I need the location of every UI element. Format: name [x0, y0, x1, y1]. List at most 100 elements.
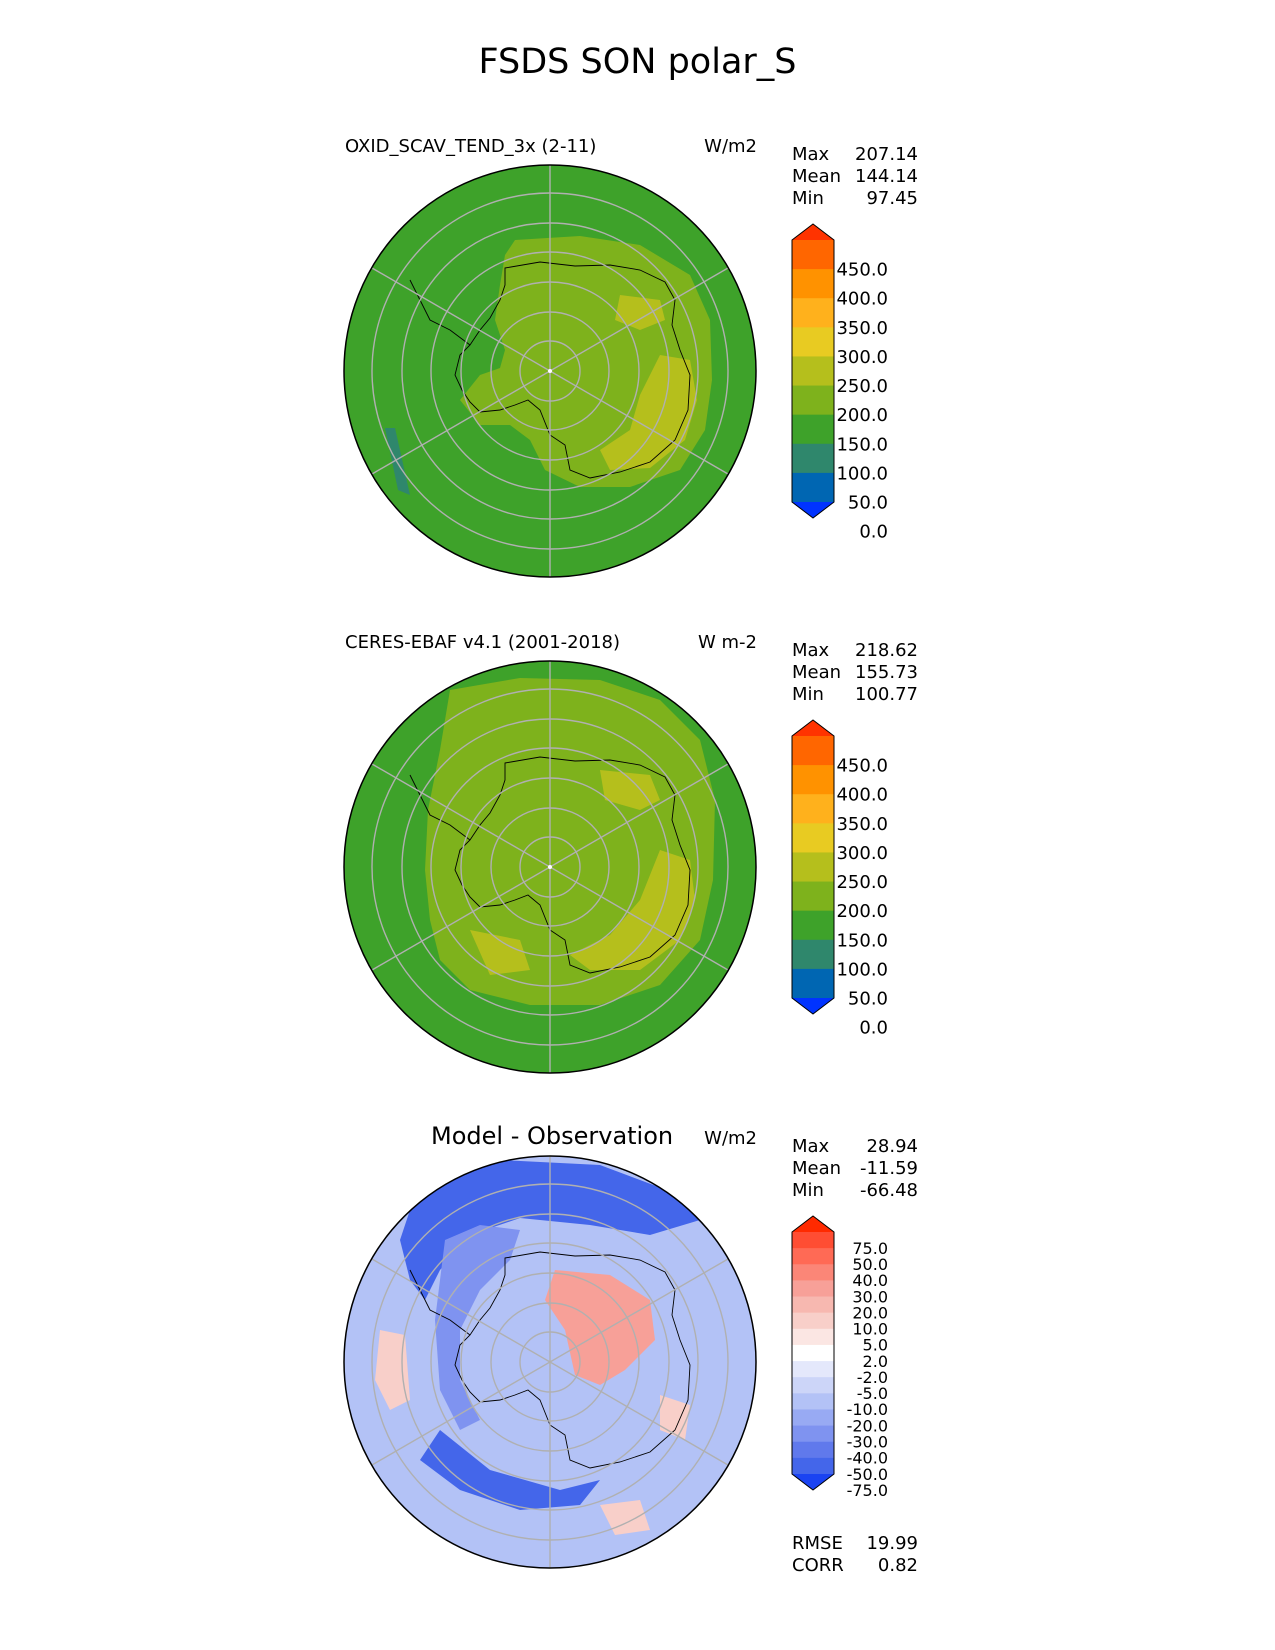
map-2-field-200 — [470, 770, 695, 975]
map-2-coastline — [409, 756, 691, 974]
colorbar-segment — [792, 1425, 834, 1443]
colorbar-tick-label: 300.0 — [836, 843, 888, 864]
colorbar-tick-label: 150.0 — [836, 434, 888, 455]
panel-3-stats: Max 28.94 Mean -11.59 Min -66.48 — [792, 1136, 918, 1202]
colorbar-tick-label: -5.0 — [857, 1384, 888, 1403]
colorbars: 450.0 400.0 350.0 300.0 250.0 200.0 150.0 100.0… — [791, 223, 888, 1500]
colorbar-segment — [792, 1441, 834, 1459]
colorbar-extend-min — [792, 998, 834, 1014]
colorbar-tick-label: 75.0 — [852, 1239, 888, 1258]
colorbar-tick-label: 400.0 — [836, 289, 888, 310]
stat-max: Max 207.14 — [792, 144, 918, 165]
panel-2-title: CERES-EBAF v4.1 (2001-2018) — [345, 632, 621, 653]
colorbar-outline — [791, 1215, 835, 1491]
panel-2-units: W m-2 — [697, 632, 757, 653]
panel-3-extra-stats: RMSE 19.99 CORR 0.82 — [792, 1533, 918, 1577]
colorbar-tick-label: 20.0 — [852, 1303, 888, 1322]
colorbar-3: 75.050.040.030.020.010.05.02.0-2.0-5.0-1… — [791, 1215, 888, 1500]
colorbar-1: 450.0 400.0 350.0 300.0 250.0 200.0 150.0 100.0… — [791, 223, 888, 543]
map-3-graticule — [371, 1156, 729, 1568]
colorbar-segment — [792, 968, 834, 999]
colorbar-segment — [792, 852, 834, 883]
colorbar-tick-label: 2.0 — [863, 1352, 888, 1371]
colorbar-segment — [792, 1296, 834, 1314]
colorbar-tick-label: -75.0 — [847, 1481, 888, 1500]
colorbar-extend-min — [792, 1474, 834, 1490]
colorbar-segment — [792, 269, 834, 299]
colorbar-tick-label: 350.0 — [836, 814, 888, 835]
map-3-boundary — [343, 1155, 757, 1569]
stat-max: Max 28.94 — [792, 1136, 918, 1157]
map-2-boundary — [343, 660, 757, 1074]
map-1-boundary — [343, 164, 757, 578]
colorbar-tick-label: -2.0 — [857, 1368, 888, 1387]
colorbar-tick-label: -50.0 — [847, 1465, 888, 1484]
map-3-field-neg-mid — [435, 1225, 520, 1430]
stat-max: Max 218.62 — [792, 640, 918, 661]
colorbar-tick-label: -10.0 — [847, 1400, 888, 1419]
colorbar-tick-label: 50.0 — [848, 988, 888, 1009]
colorbar-segment — [792, 1312, 834, 1330]
panel-1-stats: Max 207.14 Mean 144.14 Min 97.45 — [792, 144, 918, 210]
colorbar-tick-label: 40.0 — [852, 1271, 888, 1290]
stat-mean: Mean -11.59 — [792, 1158, 918, 1179]
colorbar-segment — [792, 356, 834, 387]
stat-min: Min 97.45 — [792, 188, 918, 209]
colorbar-segment — [792, 939, 834, 970]
colorbar-segment — [792, 240, 834, 270]
stat-rmse: RMSE 19.99 — [792, 1533, 918, 1554]
colorbar-segment — [792, 910, 834, 941]
map-3-field-pos — [545, 1270, 655, 1385]
colorbar-segment — [792, 1232, 834, 1249]
colorbar-segment — [792, 823, 834, 854]
colorbar-segment — [792, 298, 834, 328]
map-1-field-200 — [600, 295, 697, 470]
colorbar-extend-max — [792, 720, 834, 736]
colorbar-segment — [792, 472, 834, 503]
colorbar-tick-label: 50.0 — [848, 492, 888, 513]
colorbar-segment — [792, 1393, 834, 1411]
colorbar-tick-label: -40.0 — [847, 1449, 888, 1468]
colorbar-segment — [792, 1248, 834, 1265]
colorbar-tick-label: 200.0 — [836, 901, 888, 922]
map-1-field-low — [385, 428, 410, 495]
colorbar-tick-label: 50.0 — [852, 1255, 888, 1274]
figure-title: FSDS SON polar_S — [478, 42, 797, 82]
colorbar-tick-label: 300.0 — [836, 347, 888, 368]
panel-1-units: W/m2 — [704, 136, 757, 157]
colorbar-tick-label: 250.0 — [836, 872, 888, 893]
colorbar-segment — [792, 1409, 834, 1427]
colorbar-segment — [792, 1361, 834, 1378]
colorbar-extend-min — [792, 502, 834, 518]
colorbar-segment — [792, 1264, 834, 1281]
colorbar-tick-label: 0.0 — [859, 522, 888, 543]
colorbar-tick-label: 250.0 — [836, 376, 888, 397]
colorbar-tick-label: 350.0 — [836, 318, 888, 339]
colorbar-segment — [792, 1328, 834, 1346]
colorbar-segment — [792, 1377, 834, 1394]
colorbar-tick-label: 0.0 — [859, 1018, 888, 1039]
colorbar-tick-label: 200.0 — [836, 405, 888, 426]
panel-2-stats: Max 218.62 Mean 155.73 Min 100.77 — [792, 640, 918, 706]
colorbar-outline — [791, 719, 835, 1015]
colorbar-segment — [792, 1280, 834, 1298]
colorbar-segment — [792, 414, 834, 445]
panel-1-title: OXID_SCAV_TEND_3x (2-11) — [345, 136, 597, 157]
stat-corr: CORR 0.82 — [792, 1555, 918, 1576]
map-3-coastline — [409, 1251, 691, 1469]
colorbar-tick-label: 450.0 — [836, 260, 888, 281]
colorbar-segment — [792, 881, 834, 912]
colorbar-extend-max — [792, 1216, 834, 1232]
colorbar-2: 450.0 400.0 350.0 300.0 250.0 200.0 150.0 100.0… — [791, 719, 888, 1039]
map-3-field-neg-strong-south — [420, 1430, 600, 1510]
colorbar-tick-label: 5.0 — [863, 1336, 888, 1355]
colorbar-tick-label: 150.0 — [836, 930, 888, 951]
colorbar-segment — [792, 443, 834, 474]
colorbar-segment — [792, 765, 834, 795]
panel-3-title: Model - Observation — [431, 1122, 674, 1150]
colorbar-tick-label: 450.0 — [836, 756, 888, 777]
colorbar-extend-max — [792, 224, 834, 240]
colorbar-tick-label: 10.0 — [852, 1320, 888, 1339]
colorbar-tick-label: -20.0 — [847, 1416, 888, 1435]
